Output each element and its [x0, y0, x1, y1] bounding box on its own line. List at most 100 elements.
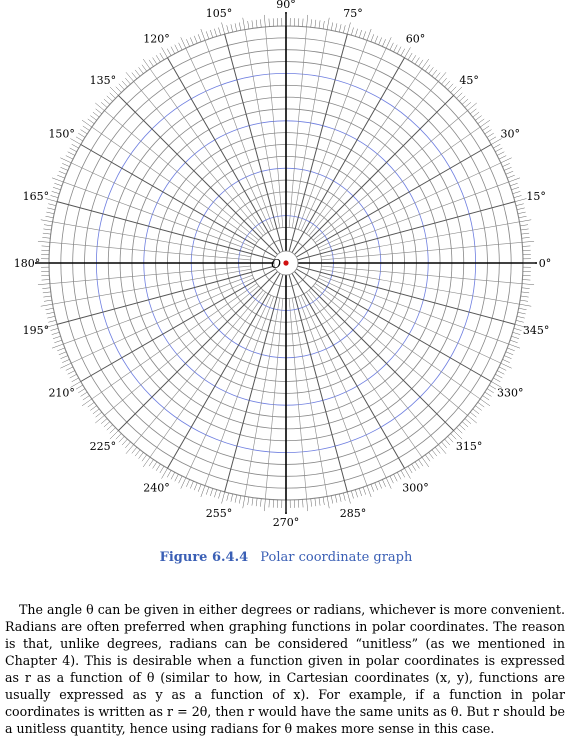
- degree-tick: [181, 37, 186, 48]
- degree-tick: [351, 491, 353, 499]
- degree-tick: [451, 433, 457, 439]
- body-paragraph: The angle θ can be given in either degre…: [5, 601, 565, 737]
- degree-tick: [46, 308, 54, 310]
- degree-tick: [171, 47, 175, 54]
- angle-label: 270°: [273, 516, 300, 529]
- degree-tick: [355, 29, 357, 37]
- degree-tick: [194, 483, 197, 490]
- degree-tick: [487, 133, 494, 137]
- degree-tick: [52, 178, 63, 182]
- degree-tick: [448, 84, 453, 90]
- degree-tick: [162, 47, 168, 57]
- degree-tick: [513, 191, 521, 193]
- degree-tick: [66, 367, 73, 371]
- degree-tick: [522, 288, 530, 289]
- degree-tick: [44, 225, 52, 226]
- degree-tick: [104, 422, 110, 427]
- angle-label: 315°: [456, 440, 483, 453]
- degree-tick: [72, 144, 79, 148]
- angle-label: 165°: [23, 190, 50, 203]
- degree-tick: [227, 25, 229, 33]
- degree-tick: [264, 499, 265, 511]
- degree-tick: [331, 496, 333, 504]
- degree-tick: [510, 183, 518, 186]
- degree-tick: [397, 47, 401, 54]
- degree-tick: [343, 25, 345, 33]
- degree-tick: [252, 20, 253, 28]
- degree-tick: [394, 474, 398, 481]
- degree-tick: [516, 204, 524, 206]
- degree-tick: [441, 78, 446, 84]
- degree-tick: [107, 96, 113, 101]
- degree-tick: [264, 15, 265, 27]
- degree-tick: [459, 96, 465, 101]
- degree-tick: [125, 442, 130, 448]
- degree-tick: [480, 399, 490, 406]
- degree-tick: [81, 392, 88, 396]
- degree-tick: [171, 472, 175, 479]
- degree-tick: [375, 483, 378, 490]
- degree-tick: [367, 29, 371, 40]
- degree-tick: [76, 385, 83, 389]
- degree-tick: [269, 499, 270, 507]
- degree-tick: [248, 21, 249, 29]
- degree-tick: [432, 450, 437, 456]
- degree-tick: [429, 452, 434, 458]
- degree-tick: [422, 59, 429, 69]
- degree-tick: [470, 412, 476, 417]
- degree-tick: [489, 137, 496, 141]
- degree-tick: [60, 363, 71, 368]
- degree-tick: [198, 484, 201, 491]
- degree-tick: [397, 472, 401, 479]
- degree-tick: [43, 229, 51, 230]
- degree-tick: [363, 487, 366, 495]
- degree-tick: [511, 187, 519, 189]
- degree-tick: [57, 348, 64, 351]
- degree-tick: [101, 418, 107, 423]
- degree-tick: [222, 22, 225, 34]
- degree-tick: [52, 191, 60, 193]
- degree-tick: [88, 119, 94, 124]
- angle-label: 75°: [343, 7, 363, 20]
- degree-tick: [307, 15, 308, 27]
- degree-tick: [425, 65, 430, 71]
- degree-tick: [465, 102, 471, 107]
- degree-tick: [119, 84, 124, 90]
- degree-tick: [419, 60, 423, 67]
- degree-tick: [90, 116, 96, 121]
- degree-tick: [248, 497, 249, 505]
- degree-tick: [50, 195, 58, 197]
- degree-tick: [256, 498, 257, 506]
- degree-tick: [510, 340, 518, 343]
- degree-tick: [122, 81, 127, 87]
- degree-tick: [307, 499, 308, 511]
- degree-tick: [390, 43, 394, 50]
- degree-tick: [175, 474, 179, 481]
- degree-tick: [323, 21, 324, 29]
- degree-tick: [315, 20, 316, 28]
- degree-tick: [504, 167, 511, 170]
- degree-tick: [470, 109, 476, 114]
- degree-tick: [319, 20, 320, 28]
- degree-tick: [386, 478, 391, 489]
- degree-tick: [93, 112, 99, 117]
- degree-tick: [425, 455, 430, 461]
- degree-tick: [412, 464, 416, 471]
- degree-tick: [83, 396, 90, 400]
- degree-tick: [160, 466, 164, 473]
- degree-tick: [43, 233, 51, 234]
- degree-tick: [497, 152, 504, 156]
- degree-tick: [52, 332, 60, 334]
- degree-tick: [60, 158, 71, 163]
- origin-point: [283, 260, 288, 265]
- degree-tick: [343, 493, 345, 501]
- degree-tick: [445, 81, 450, 87]
- figure-number: Figure 6.4.4: [160, 550, 249, 565]
- degree-tick: [371, 484, 374, 491]
- degree-tick: [175, 45, 179, 52]
- angle-label: 345°: [523, 324, 550, 337]
- angle-label: 105°: [206, 7, 233, 20]
- degree-tick: [462, 99, 468, 104]
- degree-tick: [62, 359, 69, 362]
- angle-label: 300°: [402, 481, 429, 494]
